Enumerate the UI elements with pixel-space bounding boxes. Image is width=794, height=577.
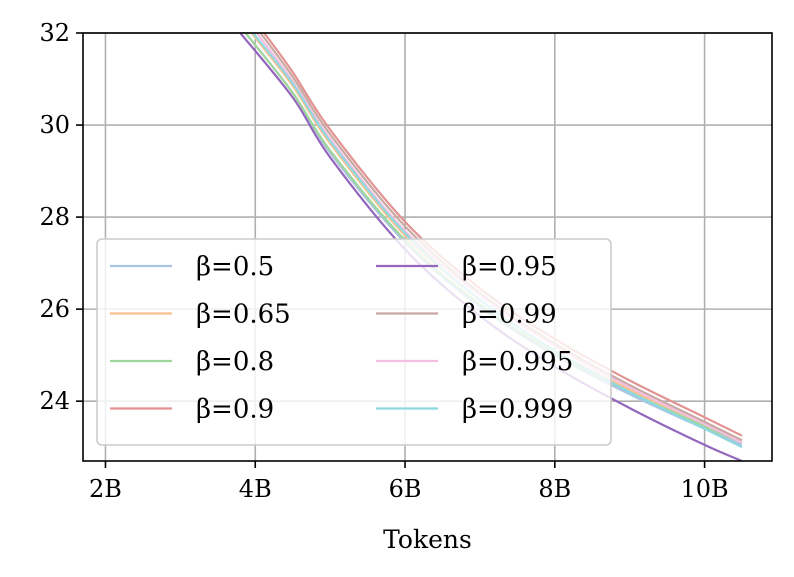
x-tick-label: 10B [681, 475, 729, 503]
legend-label: β=0.9 [196, 395, 274, 425]
x-tick-label: 6B [389, 475, 422, 503]
y-tick-label: 28 [39, 203, 70, 231]
y-tick-label: 26 [39, 295, 70, 323]
x-tick-label: 2B [89, 475, 122, 503]
x-axis-label: Tokens [383, 525, 472, 554]
legend-label: β=0.995 [462, 347, 573, 377]
plot-frame [82, 32, 773, 462]
legend: β=0.5 β=0.65 β=0.8 β=0.9 β=0.95 β=0.99 β=0.995… [96, 238, 612, 446]
y-tick-label: 24 [39, 387, 70, 415]
legend-label: β=0.999 [462, 395, 573, 425]
legend-label: β=0.5 [196, 252, 274, 282]
ticks: 2B 4B 6B 8B 10B 24 26 28 30 32 [39, 19, 728, 503]
y-tick-label: 30 [39, 111, 70, 139]
legend-label: β=0.65 [196, 300, 291, 330]
legend-label: β=0.95 [462, 252, 557, 282]
legend-label: β=0.8 [196, 347, 274, 377]
y-tick-label: 32 [39, 19, 70, 47]
legend-box [96, 238, 612, 446]
x-tick-label: 8B [538, 475, 571, 503]
legend-label: β=0.99 [462, 300, 557, 330]
x-tick-label: 4B [239, 475, 272, 503]
